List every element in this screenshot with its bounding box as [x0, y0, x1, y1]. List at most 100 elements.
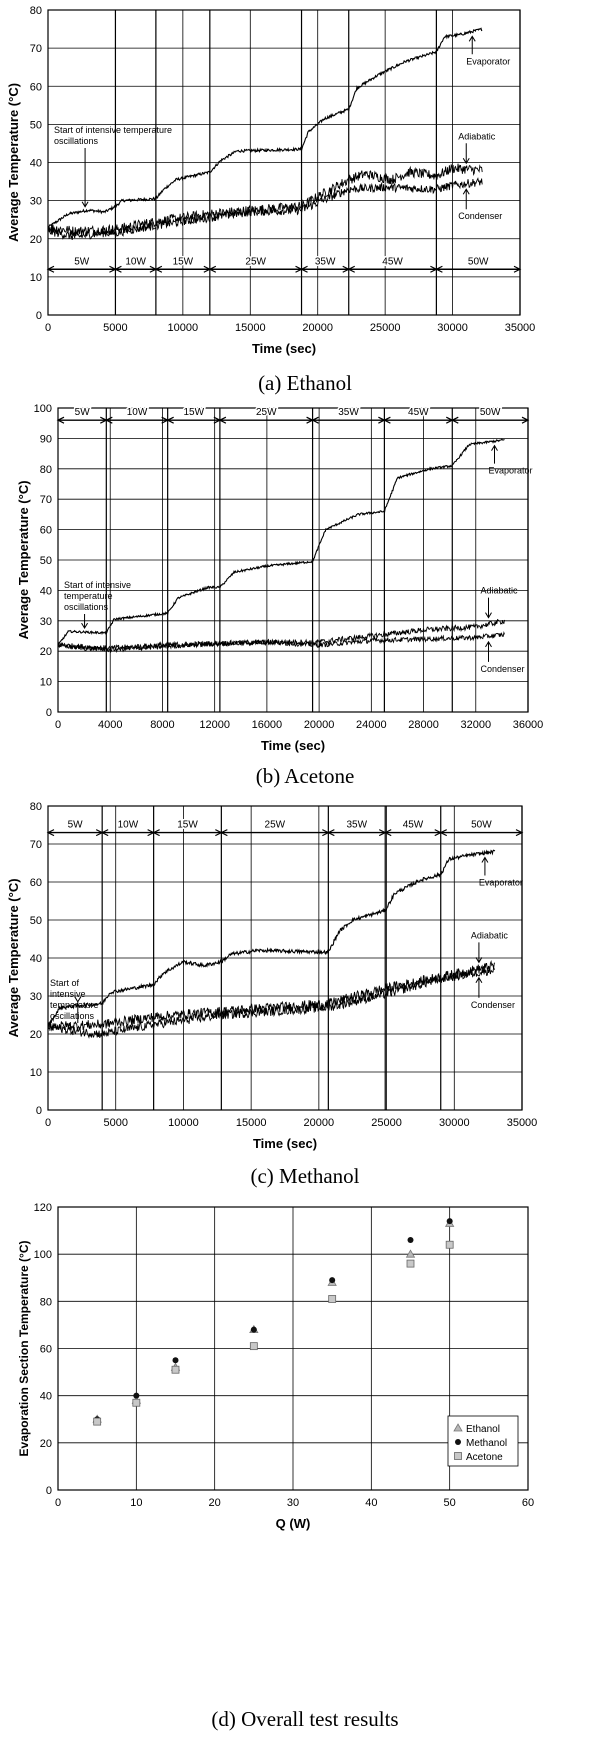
y-tick-label: 30 [30, 991, 42, 1003]
condenser-arrow [463, 189, 469, 209]
series-line-condenser [48, 966, 495, 1038]
x-tick-label: 20000 [304, 719, 335, 731]
data-point-acetone [329, 1295, 336, 1302]
x-tick-label: 0 [45, 322, 51, 334]
y-tick-label: 10 [30, 272, 42, 284]
condenser-label: Condenser [481, 664, 525, 674]
y-tick-label: 100 [34, 403, 52, 415]
y-tick-label: 40 [40, 585, 52, 597]
condenser-arrow [476, 978, 482, 998]
power-step-label: 35W [346, 820, 367, 831]
x-tick-label: 20 [209, 1497, 221, 1509]
y-tick-label: 40 [30, 158, 42, 170]
data-point-acetone [407, 1260, 414, 1267]
y-tick-label: 0 [46, 707, 52, 719]
y-tick-label: 120 [34, 1202, 52, 1214]
figure-caption: (d) Overall test results [211, 1707, 398, 1731]
annotation-line: oscillations [54, 136, 99, 146]
power-step-label: 50W [468, 256, 489, 267]
x-tick-label: 28000 [408, 719, 439, 731]
y-tick-label: 20 [40, 1438, 52, 1450]
legend-label-acetone: Acetone [466, 1452, 503, 1463]
chart-1: 0 10 20 30 40 50 60 70 80 0 5000 10000 15000 20000 250… [6, 5, 535, 395]
evaporator-arrow [469, 36, 475, 54]
x-tick-label: 5000 [103, 322, 127, 334]
power-step-label: 45W [408, 407, 429, 418]
annotation-arrow [82, 148, 88, 207]
adiabatic-label: Adiabatic [471, 930, 509, 940]
y-tick-label: 10 [40, 677, 52, 689]
x-tick-label: 20000 [302, 322, 333, 334]
data-point-methanol [173, 1357, 179, 1363]
series-line-evaporator [48, 850, 495, 1027]
x-axis-label: Time (sec) [252, 341, 316, 356]
x-tick-label: 60 [522, 1497, 534, 1509]
y-tick-label: 50 [40, 555, 52, 567]
power-step-label: 35W [315, 256, 336, 267]
annotation-line: Start of intensive [64, 580, 131, 590]
x-tick-label: 5000 [103, 1117, 127, 1129]
x-axis-label: Time (sec) [261, 738, 325, 753]
y-tick-label: 30 [40, 616, 52, 628]
x-tick-label: 15000 [236, 1117, 267, 1129]
y-axis-label: Average Temperature (°C) [16, 480, 31, 639]
evaporator-arrow [482, 857, 488, 875]
legend-label-ethanol: Ethanol [466, 1424, 500, 1435]
y-tick-label: 40 [40, 1391, 52, 1403]
x-tick-label: 25000 [370, 322, 401, 334]
y-tick-label: 60 [30, 81, 42, 93]
data-point-acetone [172, 1366, 179, 1373]
x-tick-label: 35000 [507, 1117, 538, 1129]
chart-4: 0 20 40 60 80 100 120 0 10 20 30 40 50 60 Q (W) Evapora… [17, 1202, 534, 1731]
x-tick-label: 12000 [199, 719, 230, 731]
y-tick-label: 60 [30, 877, 42, 889]
y-tick-label: 30 [30, 196, 42, 208]
oscillation-annotation: Start of intensive temperature oscillations [50, 978, 99, 1021]
adiabatic-arrow [476, 942, 482, 962]
data-point-acetone [133, 1399, 140, 1406]
power-step-label: 5W [75, 407, 91, 418]
y-tick-label: 50 [30, 119, 42, 131]
annotation-line: Start of [50, 978, 80, 988]
data-point-acetone [250, 1343, 257, 1350]
x-tick-label: 50 [444, 1497, 456, 1509]
x-tick-label: 30000 [437, 322, 468, 334]
x-tick-label: 24000 [356, 719, 387, 731]
y-tick-label: 40 [30, 953, 42, 965]
data-point-methanol [447, 1218, 453, 1224]
x-tick-label: 35000 [505, 322, 536, 334]
data-point-methanol [251, 1327, 257, 1333]
y-tick-label: 50 [30, 915, 42, 927]
annotation-line: oscillations [50, 1011, 95, 1021]
condenser-arrow [486, 642, 492, 662]
data-point-methanol [133, 1393, 139, 1399]
x-tick-label: 32000 [460, 719, 491, 731]
y-tick-label: 20 [30, 234, 42, 246]
oscillation-annotation: Start of intensive temperature oscillation… [64, 580, 131, 612]
figure-caption: (b) Acetone [256, 764, 355, 788]
x-tick-label: 16000 [252, 719, 283, 731]
power-step-label: 45W [382, 256, 403, 267]
power-step-label: 25W [245, 256, 266, 267]
y-tick-label: 70 [40, 494, 52, 506]
x-tick-label: 36000 [513, 719, 544, 731]
chart-2: 01020304050607080901000 4000 8000 12000 1600… [16, 403, 543, 788]
x-tick-label: 10000 [168, 1117, 199, 1129]
y-axis-label: Average Temperature (°C) [6, 83, 21, 242]
power-step-label: 5W [74, 256, 90, 267]
y-tick-label: 80 [40, 1296, 52, 1308]
x-tick-label: 4000 [98, 719, 122, 731]
x-tick-label: 20000 [304, 1117, 335, 1129]
power-step-label: 25W [256, 407, 277, 418]
x-tick-label: 10 [130, 1497, 142, 1509]
y-tick-label: 60 [40, 525, 52, 537]
evaporator-arrow [492, 446, 498, 464]
annotation-line: temperature [50, 1000, 99, 1010]
annotation-line: Start of intensive temperature [54, 125, 172, 135]
power-step-label: 25W [265, 820, 286, 831]
evaporator-label: Evaporator [466, 56, 510, 66]
data-point-methanol [329, 1277, 335, 1283]
y-tick-label: 80 [30, 801, 42, 813]
evaporator-label: Evaporator [489, 466, 533, 476]
chart-3: 0 10 20 30 40 50 60 70 80 0 5000 10000 15000 20000 250… [6, 801, 537, 1188]
